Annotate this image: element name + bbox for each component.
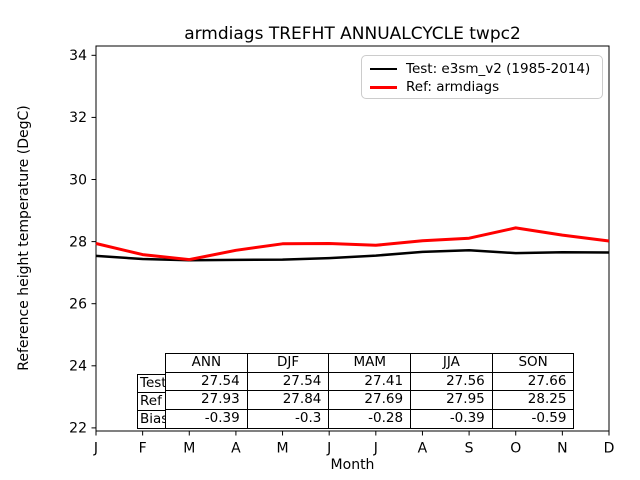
table-value-cell: 27.93 bbox=[165, 390, 247, 410]
table-row-label: Test bbox=[137, 374, 166, 393]
x-tick-label: O bbox=[510, 441, 521, 457]
table-header-cell: DJF bbox=[246, 353, 329, 372]
table-value-cell: -0.39 bbox=[165, 409, 247, 428]
legend: Test: e3sm_v2 (1985-2014) Ref: armdiags bbox=[361, 55, 603, 99]
y-tick-label: 26 bbox=[69, 297, 87, 313]
y-tick-label: 30 bbox=[69, 172, 87, 188]
table-header-cell: SON bbox=[491, 353, 574, 372]
table-value-cell: 27.56 bbox=[410, 371, 492, 391]
legend-label-ref: Ref: armdiags bbox=[406, 79, 500, 95]
x-tick-label: M bbox=[183, 441, 195, 457]
table-row-label: Ref bbox=[137, 391, 166, 411]
chart-title: armdiags TREFHT ANNUALCYCLE twpc2 bbox=[184, 24, 521, 44]
x-tick-label: J bbox=[326, 441, 331, 457]
table-value-cell: 27.95 bbox=[410, 390, 492, 410]
legend-item-test: Test: e3sm_v2 (1985-2014) bbox=[370, 60, 594, 78]
ref-line bbox=[95, 226, 610, 262]
table-value-cell: 27.84 bbox=[246, 390, 329, 410]
x-tick-label: S bbox=[465, 441, 474, 457]
table-value-cell: 27.69 bbox=[328, 390, 411, 410]
y-tick-label: 32 bbox=[69, 110, 87, 126]
table-value-cell: 27.54 bbox=[246, 371, 329, 391]
table-header-cell: ANN bbox=[165, 353, 247, 372]
y-tick-label: 24 bbox=[69, 359, 87, 375]
table-value-cell: 28.25 bbox=[491, 390, 574, 410]
ref-line-swatch bbox=[370, 85, 397, 89]
table-value-cell: 27.66 bbox=[491, 371, 574, 391]
table-header-cell: MAM bbox=[328, 353, 411, 372]
stats-table: ANN DJF MAM JJA SON 27.54 27.54 27.41 27.56 27.66… bbox=[165, 353, 575, 429]
y-axis-label: Reference height temperature (DegC) bbox=[16, 105, 32, 371]
x-tick-label: M bbox=[276, 441, 288, 457]
table-value-cell: -0.39 bbox=[410, 409, 492, 428]
legend-label-test: Test: e3sm_v2 (1985-2014) bbox=[406, 61, 591, 77]
table-value-cell: 27.41 bbox=[328, 371, 411, 391]
x-tick-label: D bbox=[604, 441, 615, 457]
x-tick-label: A bbox=[231, 441, 241, 457]
table-value-cell: -0.28 bbox=[328, 409, 411, 428]
x-tick-label: F bbox=[139, 441, 147, 457]
table-value-cell: 27.54 bbox=[165, 371, 247, 391]
y-tick-label: 22 bbox=[69, 421, 87, 437]
table-row-label: Bias bbox=[137, 409, 166, 429]
table-header-cell: JJA bbox=[410, 353, 492, 372]
x-axis-label: Month bbox=[330, 457, 375, 473]
x-tick-label: J bbox=[373, 441, 378, 457]
table-value-cell: -0.59 bbox=[491, 409, 574, 428]
table-value-cell: -0.3 bbox=[246, 409, 329, 428]
y-tick-label: 34 bbox=[69, 48, 87, 64]
axes-spines bbox=[95, 45, 610, 432]
legend-item-ref: Ref: armdiags bbox=[370, 78, 594, 96]
x-tick-label: N bbox=[557, 441, 567, 457]
stats-table-row-labels: Test Ref Bias bbox=[137, 374, 166, 429]
x-tick-label: A bbox=[418, 441, 428, 457]
y-tick-label: 28 bbox=[69, 234, 87, 250]
test-line-swatch bbox=[370, 67, 397, 71]
x-tick-label: J bbox=[93, 441, 98, 457]
